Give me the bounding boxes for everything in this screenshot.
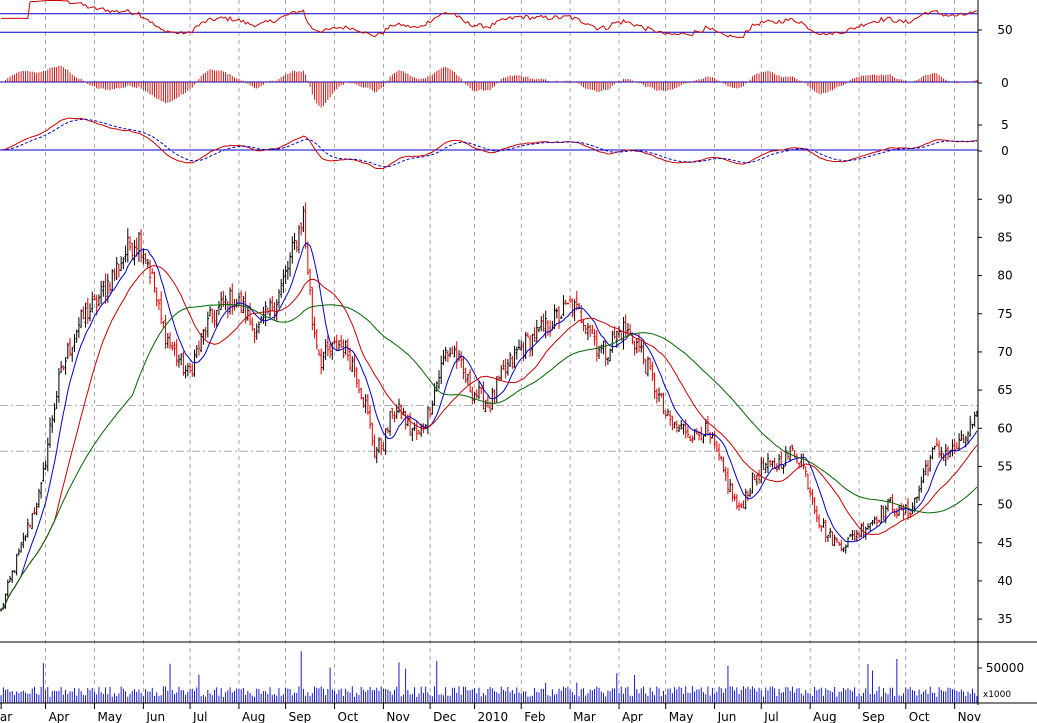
x-month-label: Jul	[763, 710, 778, 723]
price-tick-label: 40	[997, 574, 1012, 588]
macd-panel	[0, 117, 978, 170]
vertical-gridlines	[45, 0, 956, 703]
x-month-label: Mar	[573, 710, 596, 723]
price-tick-label: 50	[997, 498, 1012, 512]
macd-tick-label: 0	[1001, 144, 1009, 158]
moving-average-ma_long	[0, 303, 978, 611]
x-month-label: Dec	[433, 710, 456, 723]
rsi-line	[1, 0, 978, 38]
x-month-label: Nov	[386, 710, 409, 723]
price-tick-label: 45	[997, 536, 1012, 550]
price-tick-label: 70	[997, 345, 1012, 359]
x-month-label: Apr	[622, 710, 643, 723]
rsi-tick-label: 50	[997, 23, 1012, 37]
x-axis: ar Apr May Jun Jul Aug Sep Oct Nov Dec 2010 Feb Mar A…	[0, 703, 981, 723]
price-tick-label: 85	[997, 230, 1012, 244]
x-month-label: Jul	[192, 710, 207, 723]
macd-tick-label: 5	[1001, 118, 1009, 132]
price-panel	[0, 202, 979, 612]
x-month-label: Aug	[813, 710, 836, 723]
moving-average-ma_short	[0, 243, 978, 611]
price-tick-label: 60	[997, 421, 1012, 435]
price-tick-label: 80	[997, 269, 1012, 283]
price-tick-label: 75	[997, 307, 1012, 321]
x-month-label: Jun	[717, 710, 737, 723]
price-tick-label: 35	[997, 612, 1012, 626]
x-month-label: Aug	[242, 710, 265, 723]
x-month-label: Jun	[145, 710, 165, 723]
x-month-label: Sep	[862, 710, 885, 723]
histogram-panel	[0, 65, 978, 108]
volume-panel	[0, 651, 978, 703]
volume-unit-label: x1000	[983, 690, 1012, 700]
x-month-label: Feb	[524, 710, 545, 723]
x-month-label: 2010	[478, 710, 509, 723]
volume-tick-label: 50000	[986, 661, 1024, 675]
x-month-label: Nov	[958, 710, 981, 723]
x-month-label: May	[97, 710, 122, 723]
price-tick-label: 65	[997, 383, 1012, 397]
signal-line	[1, 118, 977, 168]
moving-average-ma_mid	[0, 265, 978, 611]
macd-line	[1, 117, 977, 170]
price-tick-label: 55	[997, 459, 1012, 473]
x-month-label: Oct	[338, 710, 359, 723]
histogram-tick-label: 0	[1001, 76, 1009, 90]
x-month-label: Oct	[909, 710, 930, 723]
rsi-panel	[0, 0, 978, 38]
x-month-label: Sep	[289, 710, 312, 723]
price-tick-label: 90	[997, 192, 1012, 206]
x-month-label: Apr	[49, 710, 70, 723]
x-month-label: ar	[0, 710, 12, 723]
x-month-label: May	[669, 710, 694, 723]
